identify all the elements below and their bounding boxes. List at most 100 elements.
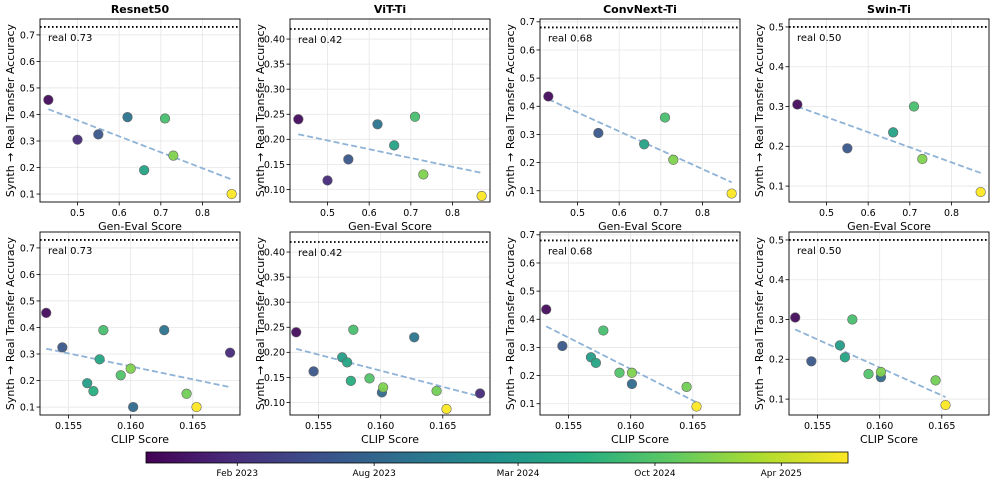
- colorbar-tick-label: Apr 2025: [761, 469, 802, 479]
- subplot-grid: real 0.73 0.5 0.6 0.7 0.8 0.1 0.2 0.3 0.4 0.5 0.6 0…: [4, 3, 990, 446]
- data-point: [43, 94, 54, 105]
- y-tick-label: 0.6: [520, 45, 535, 56]
- data-point: [128, 401, 139, 413]
- y-tick-label: 0.6: [20, 270, 35, 281]
- data-point: [940, 399, 951, 411]
- y-tick-label: 0.3: [769, 102, 784, 113]
- x-axis-label: Gen-Eval Score: [98, 220, 182, 233]
- y-tick-label: 0.4: [769, 275, 784, 286]
- colorbar-tick-label: Oct 2024: [634, 469, 676, 479]
- y-tick-label: 0.1: [769, 394, 784, 405]
- trend-line: [295, 347, 481, 398]
- data-point: [792, 99, 803, 110]
- data-point: [72, 134, 83, 145]
- x-tick-label: 0.6: [112, 208, 127, 219]
- data-point: [681, 381, 692, 392]
- y-tick-label: 0.7: [520, 17, 535, 28]
- x-tick-label: 0.5: [70, 208, 85, 219]
- y-tick-label: 0.7: [20, 30, 35, 41]
- trend-line: [48, 108, 232, 181]
- x-tick-label: 0.160: [617, 421, 644, 432]
- y-axis-label: Synth → Real Transfer Accuracy: [504, 236, 517, 410]
- data-point: [98, 325, 109, 336]
- trend-line: [794, 328, 946, 398]
- y-axis-label: Synth → Real Transfer Accuracy: [254, 236, 267, 410]
- data-point: [476, 190, 487, 202]
- colorbar-tick-label: Mar 2024: [497, 469, 540, 479]
- data-point: [930, 375, 941, 386]
- data-point: [842, 143, 853, 154]
- colorbar-gradient: [145, 451, 849, 464]
- y-tick-label: 0.20: [264, 135, 285, 146]
- trend-line: [547, 98, 733, 184]
- data-point: [389, 140, 400, 151]
- y-tick-label: 0.5: [520, 287, 535, 298]
- y-tick-label: 0.5: [769, 235, 784, 246]
- data-point: [378, 382, 389, 393]
- axes-frame: [539, 18, 741, 203]
- y-tick-label: 0.4: [20, 323, 35, 334]
- y-tick-label: 0.35: [264, 273, 285, 284]
- data-point: [593, 127, 604, 139]
- data-point: [409, 111, 421, 122]
- y-tick-label: 0.2: [769, 142, 784, 153]
- x-tick-label: 0.155: [804, 421, 831, 432]
- data-point: [975, 186, 986, 198]
- subplot-7: real 0.68 0.155 0.160 0.165 0.1 0.2 0.3 0.4 0.5 0…: [504, 230, 741, 446]
- data-point: [168, 150, 179, 161]
- axes-frame: [289, 231, 491, 416]
- subplot-5: real 0.73 0.155 0.160 0.165 0.1 0.2 0.3 0.4 0.5 0…: [4, 231, 241, 446]
- y-tick-label: 0.5: [520, 74, 535, 85]
- axes-frame: [39, 18, 241, 203]
- real-accuracy-label: real 0.42: [298, 35, 342, 46]
- subplot-3: real 0.68 0.5 0.6 0.7 0.8 0.1 0.2 0.3 0.4 0.5 0.6 0…: [504, 3, 741, 233]
- y-tick-label: 0.5: [20, 296, 35, 307]
- data-point: [790, 312, 801, 323]
- y-tick-label: 0.6: [20, 57, 35, 68]
- x-tick-label: 0.160: [367, 421, 394, 432]
- x-axis-label: CLIP Score: [860, 433, 918, 446]
- data-point: [159, 325, 170, 336]
- y-tick-label: 0.4: [20, 110, 35, 121]
- y-tick-label: 0.2: [520, 158, 535, 169]
- y-axis-label: Synth → Real Transfer Accuracy: [753, 236, 766, 410]
- y-tick-label: 0.35: [264, 60, 285, 71]
- y-axis-label: Synth → Real Transfer Accuracy: [4, 23, 17, 197]
- data-point: [94, 354, 105, 365]
- y-tick-label: 0.15: [264, 373, 285, 384]
- data-point: [875, 366, 887, 378]
- subplot-title: Swin-Ti: [867, 3, 911, 16]
- data-point: [590, 357, 602, 369]
- y-tick-label: 0.2: [520, 371, 535, 382]
- data-point: [191, 401, 202, 413]
- subplot-title: Resnet50: [111, 3, 170, 16]
- data-point: [88, 386, 99, 397]
- subplot-title: ViT-Ti: [374, 3, 406, 16]
- y-tick-label: 0.3: [20, 136, 35, 147]
- data-point: [557, 340, 568, 352]
- subplot-4: real 0.50 0.5 0.6 0.7 0.8 0.1 0.2 0.3 0.4 0.5 Gen-…: [753, 3, 990, 233]
- y-tick-label: 0.4: [520, 315, 535, 326]
- data-point: [431, 385, 442, 397]
- data-point: [418, 169, 429, 180]
- y-axis-label: Synth → Real Transfer Accuracy: [504, 23, 517, 197]
- data-point: [122, 112, 133, 123]
- x-tick-label: 0.165: [179, 421, 206, 432]
- data-point: [343, 154, 354, 165]
- x-tick-label: 0.7: [653, 208, 668, 219]
- data-point: [226, 188, 237, 200]
- real-accuracy-label: real 0.73: [48, 33, 92, 44]
- real-accuracy-label: real 0.50: [797, 246, 841, 257]
- subplot-8: real 0.50 0.155 0.160 0.165 0.1 0.2 0.3 0.4 0.5 C…: [753, 231, 990, 446]
- data-point: [293, 114, 304, 125]
- trend-line: [797, 105, 981, 174]
- x-tick-label: 0.5: [819, 208, 834, 219]
- data-point: [93, 129, 104, 140]
- y-tick-label: 0.3: [20, 349, 35, 360]
- x-tick-label: 0.6: [362, 208, 377, 219]
- data-point: [541, 304, 552, 315]
- data-point: [626, 378, 638, 390]
- y-axis-label: Synth → Real Transfer Accuracy: [254, 23, 267, 197]
- data-point: [888, 127, 899, 138]
- x-tick-label: 0.165: [429, 421, 456, 432]
